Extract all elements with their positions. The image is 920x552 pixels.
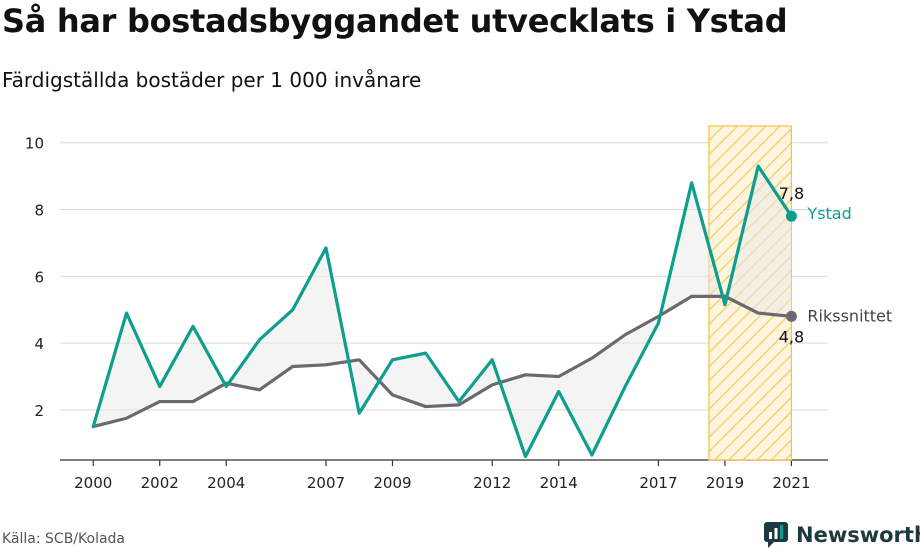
x-tick-label: 2021 [772,474,810,492]
x-tick-label: 2019 [706,474,744,492]
y-tick-label: 2 [34,402,44,420]
x-tick-label: 2014 [540,474,578,492]
x-tick-label: 2002 [141,474,179,492]
x-tick-label: 2017 [639,474,677,492]
series-line-ystad [91,164,794,459]
source-note: Källa: SCB/Kolada [2,531,126,547]
newsworthy-logo-icon [764,522,788,548]
y-tick-label: 6 [34,268,44,286]
x-tick-label: 2012 [473,474,511,492]
x-tick-label: 2009 [373,474,411,492]
y-tick-label: 4 [34,335,44,353]
end-value-label-rikssnittet: 4,8 [779,327,804,346]
series-label-rikssnittet: Rikssnittet [807,306,892,325]
x-tick-label: 2004 [207,474,245,492]
series-label-ystad: Ystad [806,204,851,223]
brand-name: Newsworthy [796,523,920,547]
difference-area [93,166,792,457]
chart-subtitle: Färdigställda bostäder per 1 000 invånar… [2,68,422,92]
series-line-rikssnittet [91,294,794,429]
brand-logo: Newsworthy [764,521,920,549]
end-point-ystad [785,210,797,222]
end-value-label-ystad: 7,8 [779,184,804,203]
y-tick-label: 10 [25,135,44,153]
chart-title: Så har bostadsbyggandet utvecklats i Yst… [2,2,788,40]
end-point-rikssnittet [785,310,797,322]
x-tick-label: 2000 [74,474,112,492]
x-tick-label: 2007 [307,474,345,492]
y-tick-label: 8 [34,202,44,220]
